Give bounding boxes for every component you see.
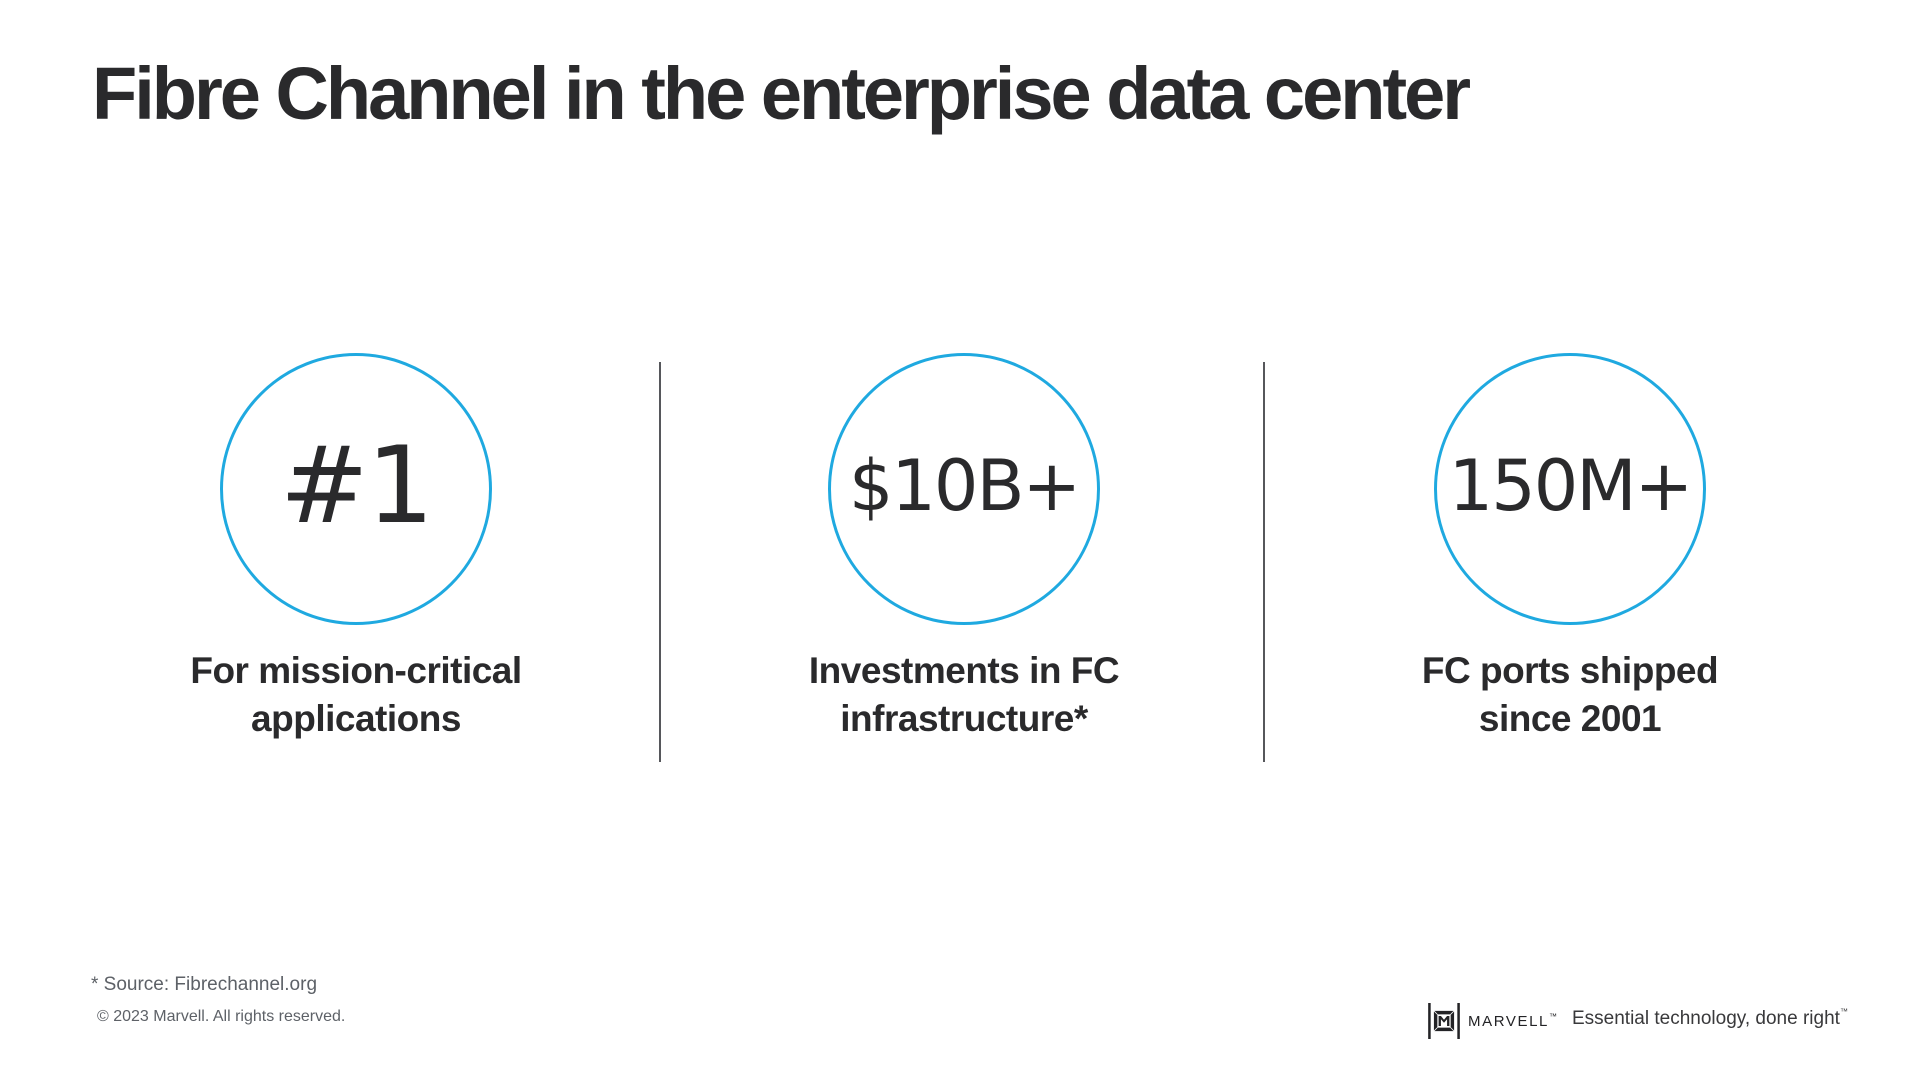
stat-label-line2: since 2001 xyxy=(1478,698,1662,739)
stat-card-fc-investments: $10B+ Investments in FC infrastructure* xyxy=(684,353,1244,743)
column-divider xyxy=(659,362,661,762)
page-title: Fibre Channel in the enterprise data cen… xyxy=(92,52,1471,135)
stat-value: 150M+ xyxy=(1448,445,1694,527)
trademark-symbol: ™ xyxy=(1548,1011,1559,1021)
stat-value: #1 xyxy=(279,424,434,547)
stat-circle: $10B+ xyxy=(828,353,1100,625)
source-note: * Source: Fibrechannel.org xyxy=(91,974,318,995)
marvell-wordmark: MARVELL™ xyxy=(1468,1011,1559,1030)
stat-card-fc-ports: 150M+ FC ports shipped since 2001 xyxy=(1290,353,1850,743)
stat-label: For mission-critical applications xyxy=(76,647,636,743)
stat-label-line2: infrastructure* xyxy=(840,698,1088,739)
marvell-logo-icon xyxy=(1428,1003,1460,1039)
trademark-symbol: ™ xyxy=(1839,1007,1848,1016)
stat-label-line2: applications xyxy=(251,698,461,739)
brand-tagline: Essential technology, done right™ xyxy=(1572,1007,1848,1030)
stat-label-line1: FC ports shipped xyxy=(1421,650,1719,691)
stat-value: $10B+ xyxy=(848,445,1081,527)
column-divider xyxy=(1263,362,1265,762)
stat-circle: 150M+ xyxy=(1434,353,1706,625)
stat-label-line1: Investments in FC xyxy=(808,650,1120,691)
stat-label-line1: For mission-critical xyxy=(190,650,522,691)
marvell-brand-lockup: MARVELL™ xyxy=(1428,1003,1559,1039)
stat-label: Investments in FC infrastructure* xyxy=(684,647,1244,743)
stat-label: FC ports shipped since 2001 xyxy=(1290,647,1850,743)
stat-circle: #1 xyxy=(220,353,492,625)
stat-card-mission-critical: #1 For mission-critical applications xyxy=(76,353,636,743)
copyright-text: © 2023 Marvell. All rights reserved. xyxy=(97,1008,346,1025)
